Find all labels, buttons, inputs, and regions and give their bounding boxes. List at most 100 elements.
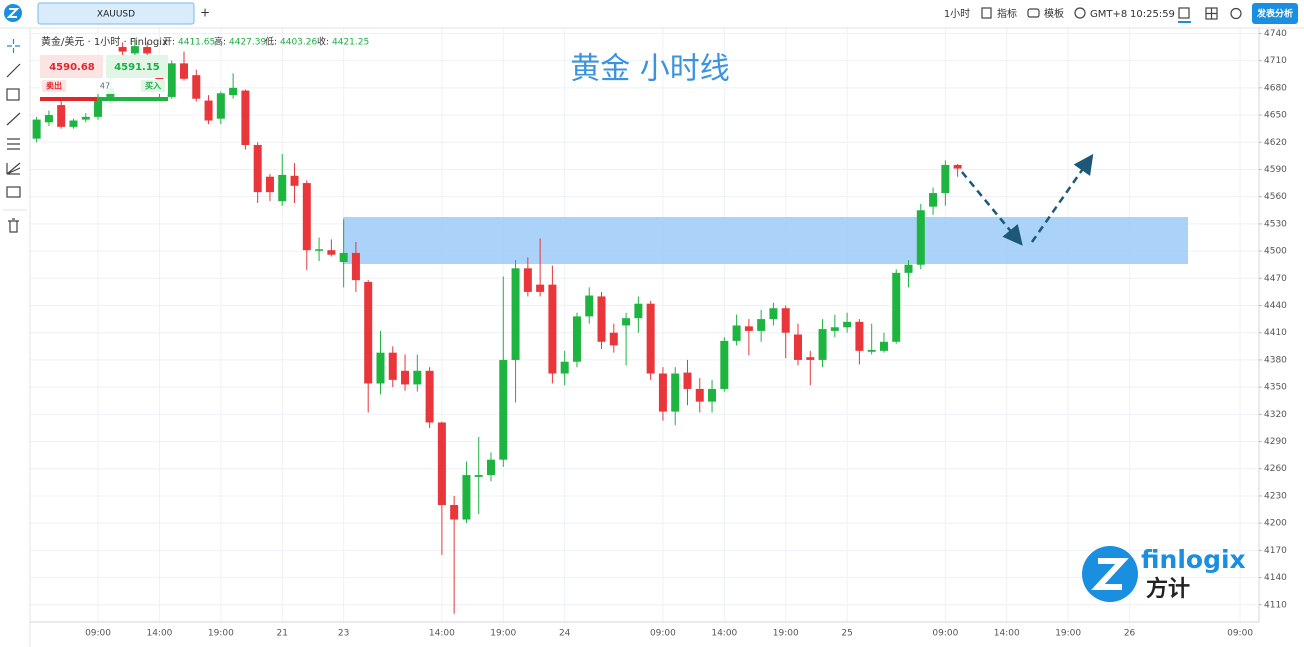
delete-tool[interactable]: [8, 218, 19, 233]
candle-body: [315, 249, 324, 251]
timezone-icon: [1074, 7, 1086, 19]
candle-body: [143, 47, 152, 54]
y-tick-label: 4320: [1264, 410, 1287, 420]
candle-body: [253, 144, 262, 193]
x-tick-label: 09:00: [85, 629, 111, 639]
candle-body: [843, 321, 852, 328]
y-tick-label: 4560: [1264, 192, 1287, 202]
x-tick-label: 26: [1124, 629, 1136, 639]
interval[interactable]: 1小时: [944, 8, 970, 20]
candle-body: [879, 341, 888, 351]
x-tick-label: 23: [338, 629, 349, 639]
candle-body: [204, 100, 213, 121]
candle-body: [450, 505, 459, 520]
y-tick-label: 4380: [1264, 355, 1287, 365]
legend-close: 4421.25: [332, 38, 369, 48]
candle-body: [572, 316, 581, 362]
buy-box[interactable]: [106, 55, 168, 78]
text-tool[interactable]: [6, 186, 21, 198]
templates[interactable]: 模板: [1044, 7, 1064, 20]
candle-body: [634, 303, 643, 319]
candle-body: [437, 422, 446, 506]
publish-button[interactable]: [1252, 3, 1298, 24]
candle-body: [241, 90, 250, 145]
app-logo-mark: [6, 8, 20, 18]
candle-body: [216, 93, 225, 119]
candle-body: [511, 268, 520, 360]
candle-body: [388, 352, 397, 380]
candle-body: [487, 459, 495, 476]
y-tick-label: 4200: [1264, 519, 1287, 529]
timezone[interactable]: GMT+8: [1090, 9, 1127, 20]
sell-box[interactable]: [40, 55, 103, 78]
axes: 4110 4140 4170 4200 4230 4260 4290 4320 4350 4380…: [85, 29, 1287, 639]
y-tick-label: 4590: [1264, 165, 1287, 175]
candle-body: [474, 475, 483, 477]
legend-low: 4403.26: [280, 38, 317, 48]
candle-body: [290, 175, 299, 186]
forecast-arrow-up: [1030, 153, 1094, 243]
candle-body: [81, 116, 90, 120]
candle-body: [118, 47, 127, 52]
candle-body: [327, 250, 336, 255]
x-tick-label: 14:00: [429, 629, 455, 639]
screenshot-icon[interactable]: [1178, 7, 1190, 19]
y-tick-label: 4740: [1264, 29, 1287, 39]
candle-body: [462, 475, 471, 520]
fib-tool[interactable]: [7, 138, 20, 150]
x-tick-label: 14:00: [711, 629, 737, 639]
candle-body: [708, 388, 717, 402]
candle-body: [744, 326, 753, 331]
symbol-tab[interactable]: [37, 2, 195, 25]
candle-body: [180, 63, 188, 79]
candle-body: [904, 264, 913, 273]
gann-tool[interactable]: [6, 162, 21, 175]
publish-label: 发表分析: [1256, 8, 1293, 20]
rect-tool[interactable]: [6, 88, 20, 101]
candle-body: [548, 284, 557, 374]
candles: [32, 37, 962, 614]
legend-close-label: 收:: [317, 36, 329, 48]
brand-name-cn: 方计: [1146, 576, 1190, 602]
y-tick-label: 4470: [1264, 274, 1287, 284]
ruler-tool[interactable]: [6, 112, 21, 126]
indicators[interactable]: 指标: [997, 7, 1017, 20]
clock: 10:25:59: [1130, 9, 1175, 20]
candle-body: [32, 119, 41, 139]
candle-body: [94, 96, 103, 117]
candle-body: [351, 252, 360, 281]
x-tick-label: 09:00: [1227, 629, 1253, 639]
candle-body: [609, 332, 618, 346]
candle-body: [536, 284, 545, 292]
x-tick-label: 25: [841, 629, 852, 639]
sell-tag[interactable]: [42, 80, 66, 92]
candle-body: [499, 359, 508, 460]
candle-body: [57, 105, 66, 127]
chart-title: 黄金 小时线: [570, 52, 730, 87]
x-tick-label: 19:00: [490, 629, 516, 639]
y-tick-label: 4140: [1264, 573, 1287, 583]
candle-body: [855, 321, 864, 351]
candle-body: [695, 388, 704, 402]
settings-icon[interactable]: [1230, 7, 1242, 20]
candle-body: [364, 281, 373, 384]
candle-body: [44, 115, 53, 123]
buy-label: 买入: [145, 82, 161, 91]
candle-body: [597, 296, 606, 342]
sell-label: 卖出: [46, 81, 62, 91]
x-tick-label: 14:00: [146, 629, 172, 639]
y-tick-label: 4350: [1264, 383, 1287, 393]
line-tool[interactable]: [6, 63, 21, 78]
y-tick-label: 4710: [1264, 56, 1287, 66]
crosshair-tool[interactable]: [7, 39, 20, 53]
candle-body: [229, 87, 238, 96]
candle-body: [192, 75, 201, 99]
candle-body: [929, 193, 938, 207]
spread: 47: [100, 82, 110, 91]
sell-price: 4590.68: [49, 62, 95, 73]
new-tab[interactable]: +: [200, 6, 210, 20]
legend-high: 4427.39: [229, 38, 266, 48]
buy-tag[interactable]: [141, 80, 165, 92]
templates-icon: [1027, 8, 1040, 18]
y-tick-label: 4620: [1264, 138, 1287, 148]
